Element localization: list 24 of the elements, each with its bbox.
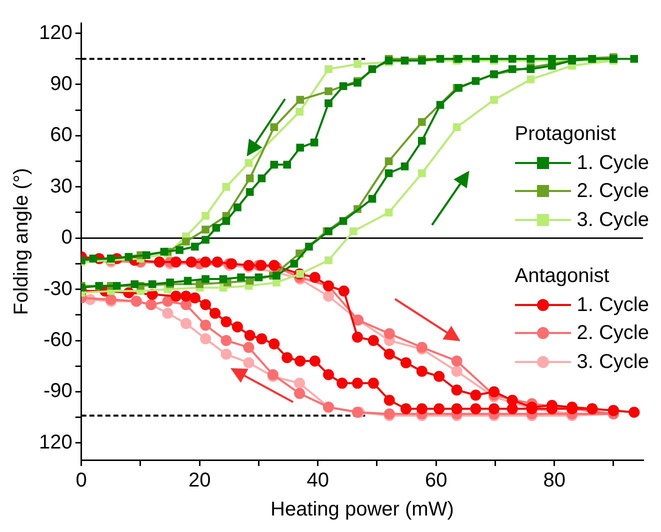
legend-label: 1. Cycle [576, 292, 649, 318]
legend-label: 3. Cycle [576, 350, 649, 374]
y-tick-label: -30 [43, 278, 72, 300]
y-axis-title: Folding angle (°) [10, 168, 33, 315]
y-tick-label: 90 [50, 72, 72, 95]
legend-label: 2. Cycle [576, 321, 649, 346]
x-tick-label: 80 [543, 470, 566, 492]
x-tick-label: 60 [424, 470, 448, 492]
annotation: Antagonist [514, 264, 610, 289]
annotation: Protagonist [514, 122, 617, 147]
y-tick-label: 0 [61, 226, 72, 249]
x-tick-label: 0 [76, 470, 87, 492]
x-axis-title: Heating power (mW) [270, 498, 454, 521]
legend-label: 1. Cycle [576, 150, 649, 176]
x-tick-label: 20 [188, 470, 211, 492]
y-tick-label: 120 [38, 431, 72, 454]
y-tick-label: 30 [50, 175, 72, 198]
legend-label: 2. Cycle [576, 179, 649, 204]
y-tick-label: -60 [43, 329, 72, 352]
y-tick-label: -90 [43, 380, 72, 402]
y-tick-label: 120 [38, 22, 72, 44]
legend-label: 3. Cycle [576, 208, 649, 232]
y-tick-label: 60 [50, 124, 72, 146]
x-tick-label: 40 [306, 470, 329, 492]
